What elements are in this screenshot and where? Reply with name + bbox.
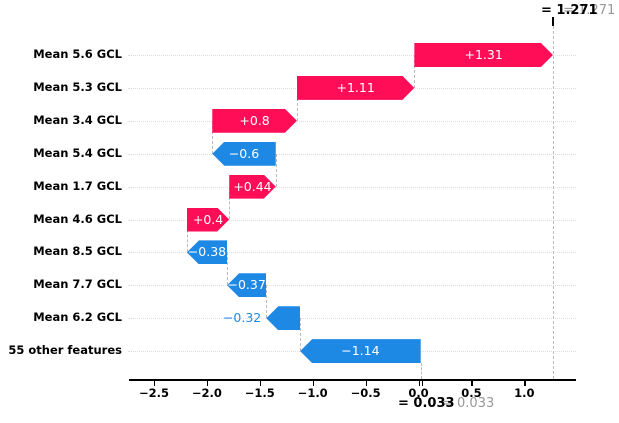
x-axis-line [129,379,576,381]
row-gridline [128,153,576,155]
bar-connector-line [414,55,416,88]
x-axis-tick [418,380,420,386]
bar-value-label: −0.32 [222,310,262,326]
bar-connector-line [296,87,298,121]
bar-value-label: +1.31 [464,47,503,62]
fx-reference-line [552,26,554,379]
row-gridline [128,285,576,287]
bar-connector-line [275,153,277,187]
feature-label: Mean 4.6 GCL [33,211,122,226]
fx-tick-mark [552,17,554,26]
bar-connector-line [229,186,231,220]
feature-label: Mean 5.4 GCL [33,145,122,160]
feature-label: Mean 5.6 GCL [33,47,122,61]
shap-bar [212,141,276,166]
shap-bar [300,339,421,364]
x-axis-tick [524,380,526,386]
feature-label: Mean 7.7 GCL [33,277,122,292]
base-value-tick [421,380,424,386]
bar-value-label: −0.37 [227,277,266,293]
x-axis-tick-label: 0.0 [408,386,429,400]
x-axis-tick-label: 0.5 [461,386,482,400]
row-gridline [128,186,576,188]
bar-value-label: −0.6 [228,145,260,161]
shap-bar [266,306,301,331]
shap-bar [297,76,414,100]
row-gridline [128,55,576,56]
feature-label: Mean 1.7 GCL [33,178,122,193]
bar-value-label: +1.11 [336,79,375,95]
x-axis-tick-label: −0.5 [350,386,381,400]
fx-value-label: = 1.271 [541,3,598,18]
feature-label: Mean 3.4 GCL [33,112,122,127]
x-axis-tick-label: −1.0 [297,386,328,400]
row-gridline [128,219,576,221]
base-value-label-gray: = 0.033 [442,396,495,411]
x-axis-tick [259,380,262,386]
base-reference-line [420,363,422,379]
bar-connector-line [227,252,229,286]
bar-connector-line [300,318,302,352]
bar-value-label: +0.44 [233,178,272,194]
bar-value-label: +0.4 [192,211,224,227]
x-axis-tick-label: −2.0 [191,386,222,400]
x-axis-tick [471,380,473,386]
base-value-label: = 0.033 [398,396,455,411]
x-axis-tick [312,380,315,386]
x-axis-tick-label: −1.5 [244,386,275,400]
shap-bar [414,43,553,67]
bar-connector-line [212,120,214,154]
bar-value-label: −0.38 [187,244,227,260]
feature-label: Mean 5.3 GCL [33,79,122,94]
row-gridline [128,120,576,122]
shap-bar [212,109,297,133]
feature-label: Mean 8.5 GCL [33,244,122,259]
x-axis-tick-label: −2.5 [138,386,170,400]
row-gridline [128,252,576,254]
bar-value-label: +0.8 [239,112,270,128]
fx-value-label-gray: = 1.271 [563,3,616,18]
feature-label: 55 other features [8,343,122,358]
bar-connector-line [186,219,188,253]
bar-value-label: −1.14 [341,343,380,359]
feature-label: Mean 6.2 GCL [33,310,122,325]
x-axis-tick [154,380,156,386]
row-gridline [128,318,576,320]
x-axis-tick [206,380,209,386]
x-axis-tick [365,380,367,386]
x-axis-tick-label: 1.0 [514,386,535,400]
bar-connector-line [266,285,268,319]
